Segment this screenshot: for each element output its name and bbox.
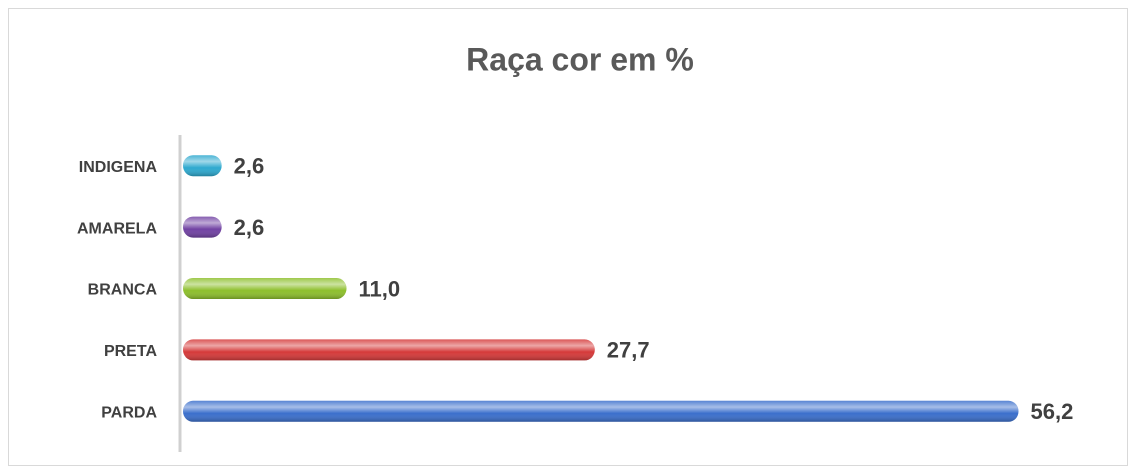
y-tick-label: AMARELA xyxy=(77,220,157,237)
y-tick-label: PARDA xyxy=(101,405,157,422)
chart-title: Raça cor em % xyxy=(466,41,694,77)
bar-shine xyxy=(183,400,1019,422)
bar-shine xyxy=(183,278,347,299)
value-label: 56,2 xyxy=(1031,399,1074,424)
y-tick-label: PRETA xyxy=(104,343,157,360)
bar-shine xyxy=(183,155,222,177)
value-label: 11,0 xyxy=(359,276,401,301)
bar-shine xyxy=(183,216,222,238)
y-tick-label: BRANCA xyxy=(88,282,158,299)
y-tick-label: INDIGENA xyxy=(79,159,158,176)
value-label: 2,6 xyxy=(234,215,265,240)
bar-shine xyxy=(183,339,595,361)
value-label: 2,6 xyxy=(234,154,265,179)
value-label: 27,7 xyxy=(607,338,650,363)
